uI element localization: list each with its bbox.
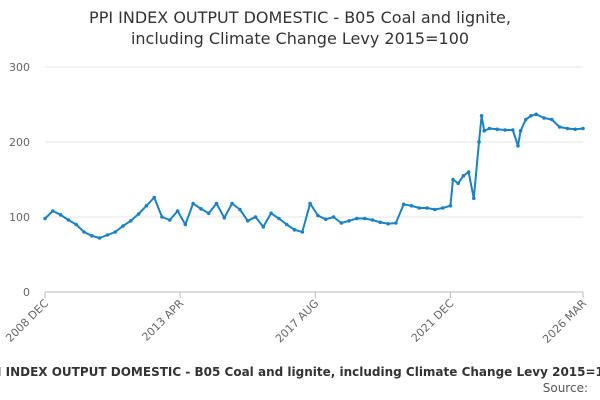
data-point [461,174,466,178]
data-point [487,126,492,131]
source-label: Source: [543,381,588,395]
data-point [300,230,305,234]
data-point [401,202,406,207]
data-point [425,206,429,210]
x-axis: 2008 DEC 2013 APR 2017 AUG 2021 DEC 2026 MAR [3,292,589,346]
data-point [43,216,47,221]
data-point [386,222,390,226]
data-point [222,216,227,220]
data-point [456,181,461,186]
data-point [503,128,507,132]
data-point [370,218,375,222]
data-point [378,220,383,225]
data-point [121,224,125,228]
data-point [66,218,71,222]
data-point [160,215,164,219]
plot-area [43,112,585,240]
data-point [362,216,367,221]
data-point [74,222,78,227]
data-point [105,233,110,237]
y-tick-label: 200 [9,136,30,149]
data-point [214,201,219,206]
data-point [206,211,211,216]
data-point [477,140,481,144]
data-point [277,216,281,221]
data-point [417,206,422,210]
y-tick-label: 100 [9,211,30,224]
data-point [113,230,117,234]
data-point [199,207,203,211]
data-point [581,126,585,131]
data-point [97,236,102,240]
chart-title-line1: PPI INDEX OUTPUT DOMESTIC - B05 Coal and… [89,8,511,27]
data-point [331,215,336,219]
data-point [472,196,476,201]
data-point [136,212,141,216]
data-point [355,216,359,221]
y-axis: 0 100 200 300 [9,61,30,299]
data-point [565,126,570,131]
data-point [482,129,487,133]
y-tick-label: 300 [9,61,30,74]
data-point [466,170,471,174]
x-tick-label: 2013 APR [139,297,186,344]
data-point [516,144,520,148]
data-point [191,201,195,206]
legend-label[interactable]: PPI INDEX OUTPUT DOMESTIC - B05 Coal and… [0,365,600,379]
data-point [339,221,344,225]
data-point [175,209,180,213]
data-point [524,117,528,122]
data-point [479,114,484,118]
data-point [152,195,156,200]
data-point [518,129,523,133]
data-point [144,204,149,208]
data-point [511,128,515,132]
data-point [529,114,533,118]
data-point [347,219,351,223]
data-point [292,228,297,232]
x-tick-label: 2008 DEC [3,297,51,345]
series-line [44,113,584,239]
chart-title-line2: including Climate Change Levy 2015=100 [131,29,469,48]
x-tick-label: 2017 AUG [273,297,322,346]
data-point [230,201,234,206]
data-point [51,209,55,213]
data-point [253,215,258,219]
data-point [451,177,455,182]
data-point [129,219,133,223]
data-point [238,207,242,212]
data-point [90,234,94,238]
data-point [557,125,562,129]
data-point [168,218,172,222]
data-point [269,211,273,216]
data-point [550,117,554,122]
x-tick-label: 2021 DEC [409,297,457,345]
data-point [440,206,445,210]
data-point [284,222,289,227]
y-tick-label: 0 [23,286,30,299]
data-point [316,213,320,218]
data-point [394,221,398,225]
data-point [448,204,453,208]
data-point [433,207,437,212]
data-point [542,116,546,120]
data-point [261,225,266,229]
data-point [534,112,538,117]
data-point [245,219,250,223]
x-tick-label: 2026 MAR [540,297,589,346]
data-point [58,213,63,217]
grid-lines [45,66,583,293]
data-point [495,127,500,132]
data-point [82,230,86,234]
data-point [308,201,312,206]
data-point [409,204,414,208]
data-point [183,222,188,227]
data-point [323,217,328,222]
data-point [573,127,577,132]
